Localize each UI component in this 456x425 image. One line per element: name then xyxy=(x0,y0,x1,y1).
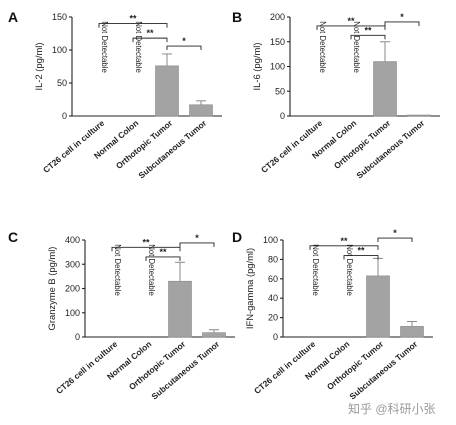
significance-bracket xyxy=(384,21,420,26)
figure-panels: A 0 50 100 150 IL-2 (pg/ml) Not Detectable CT26… xyxy=(8,9,440,401)
not-detectable-note: Not Detectable xyxy=(345,244,354,296)
significance-label: ** xyxy=(159,247,167,257)
y-tick-label: 100 xyxy=(263,235,278,245)
significance-label: ** xyxy=(146,28,154,38)
panel-label: C xyxy=(8,229,18,245)
watermark: 知乎 @科研小张 xyxy=(348,402,436,416)
not-detectable-note: Not Detectable xyxy=(113,244,122,296)
panel-label: B xyxy=(232,9,242,25)
y-tick-label: 0 xyxy=(62,111,67,121)
x-category-label: CT26 cell in culture xyxy=(41,118,107,175)
y-tick-label: 200 xyxy=(270,12,285,22)
x-category-label: Orthotopic Tumor xyxy=(114,117,175,170)
y-tick-label: 150 xyxy=(270,37,285,47)
significance-label: ** xyxy=(129,14,137,24)
bar-3 xyxy=(155,65,179,117)
panel-label: D xyxy=(232,229,242,245)
x-category-label: Orthotopic Tumor xyxy=(332,117,393,170)
not-detectable-note: Not Detectable xyxy=(100,21,109,73)
significance-label: ** xyxy=(142,237,150,247)
chart-panel-b: B 0 50 100 150 200 IL-6 (pg/ml) Not Detectable C… xyxy=(232,9,440,180)
significance-bracket xyxy=(98,23,168,28)
y-axis-label: Granzyme B (pg/ml) xyxy=(46,247,57,331)
significance-label: ** xyxy=(340,236,348,246)
significance-bracket xyxy=(111,246,181,252)
significance-label: ** xyxy=(347,16,355,26)
y-tick-label: 0 xyxy=(280,111,285,121)
significance-bracket xyxy=(343,255,379,260)
significance-bracket xyxy=(145,256,181,261)
significance-bracket xyxy=(166,45,202,51)
y-tick-label: 100 xyxy=(270,62,285,72)
bar-4 xyxy=(400,326,424,338)
x-category-label: Orthotopic Tumor xyxy=(325,338,386,391)
y-tick-label: 300 xyxy=(65,259,80,269)
not-detectable-note: Not Detectable xyxy=(147,244,156,296)
y-tick-label: 200 xyxy=(65,284,80,294)
chart-panel-a: A 0 50 100 150 IL-2 (pg/ml) Not Detectable CT26… xyxy=(8,9,222,180)
chart-panel-d: D 0 20 40 60 80 100 IFN-gamma (pg/ml) Not Detect… xyxy=(232,228,433,401)
y-tick-label: 150 xyxy=(52,12,67,22)
significance-label: * xyxy=(400,12,404,22)
x-category-label: Orthotopic Tumor xyxy=(127,338,188,391)
not-detectable-note: Not Detectable xyxy=(134,21,143,73)
chart-panel-c: C 0 100 200 300 400 Granzyme B (pg/ml) Not Dete… xyxy=(8,229,235,401)
y-axis-label: IFN-gamma (pg/ml) xyxy=(244,248,255,329)
significance-bracket xyxy=(309,245,379,250)
significance-bracket xyxy=(377,237,413,243)
x-category-label: CT26 cell in culture xyxy=(54,339,120,396)
x-category-label: CT26 cell in culture xyxy=(252,339,318,396)
significance-label: ** xyxy=(357,246,365,256)
bar-4 xyxy=(202,332,226,338)
significance-label: * xyxy=(182,36,186,46)
not-detectable-note: Not Detectable xyxy=(318,21,327,73)
significance-bracket xyxy=(316,25,386,30)
y-tick-label: 0 xyxy=(273,332,278,342)
y-tick-label: 40 xyxy=(268,293,278,303)
x-category-label: CT26 cell in culture xyxy=(259,118,325,175)
bar-3 xyxy=(373,61,397,117)
bar-4 xyxy=(407,114,431,117)
significance-bracket xyxy=(179,242,215,247)
significance-bracket xyxy=(350,34,386,40)
y-tick-label: 80 xyxy=(268,254,278,264)
y-axis-label: IL-6 (pg/ml) xyxy=(251,43,262,91)
significance-label: ** xyxy=(364,25,372,35)
bar-3 xyxy=(168,280,192,338)
not-detectable-note: Not Detectable xyxy=(311,244,320,296)
significance-label: * xyxy=(393,228,397,238)
y-tick-label: 400 xyxy=(65,235,80,245)
y-tick-label: 60 xyxy=(268,274,278,284)
y-tick-label: 50 xyxy=(275,86,285,96)
significance-bracket xyxy=(132,37,168,43)
y-tick-label: 20 xyxy=(268,313,278,323)
bar-4 xyxy=(189,104,213,117)
significance-label: * xyxy=(195,233,199,243)
not-detectable-note: Not Detectable xyxy=(352,21,361,73)
y-axis-label: IL-2 (pg/ml) xyxy=(33,43,44,91)
y-tick-label: 0 xyxy=(75,332,80,342)
y-tick-label: 50 xyxy=(57,78,67,88)
bar-3 xyxy=(366,275,390,338)
y-tick-label: 100 xyxy=(65,308,80,318)
panel-label: A xyxy=(8,9,18,25)
y-tick-label: 100 xyxy=(52,45,67,55)
